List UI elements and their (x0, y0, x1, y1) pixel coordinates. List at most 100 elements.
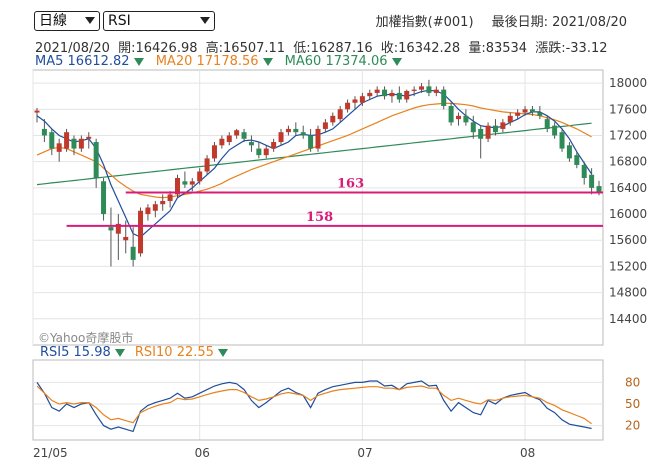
candle (145, 204, 151, 221)
chevron-down-icon (200, 17, 210, 24)
candle (108, 207, 114, 267)
price-tick-label: 15600 (609, 233, 647, 247)
index-name: 加權指數(#001) (375, 15, 474, 30)
rsi-frame (32, 359, 604, 441)
candle (34, 107, 40, 123)
candle (382, 86, 388, 100)
candle (374, 86, 380, 97)
down-triangle-icon (262, 57, 273, 66)
price-tick-label: 17200 (609, 128, 647, 142)
rsi-legend: RSI5 15.98 RSI10 22.55 (40, 345, 234, 360)
rsi-tick-label: 80 (625, 375, 640, 389)
rsi5-line (36, 380, 592, 433)
candle (463, 109, 469, 126)
quote-volume: 量:83534 (468, 41, 528, 56)
date-tick-label: 07 (357, 446, 372, 460)
support-line-label: 163 (337, 176, 364, 191)
candle (226, 132, 232, 146)
ma5-legend: MA5 16612.82 (35, 54, 144, 69)
candle (500, 119, 506, 133)
indicator-select[interactable]: RSI (103, 11, 215, 31)
watermark: ©Yahoo奇摩股市 (38, 330, 133, 345)
candle (396, 86, 402, 103)
candle (49, 128, 55, 156)
candle (566, 142, 572, 162)
ma5-legend-value: 16612.82 (67, 54, 130, 69)
quote-high: 高:16507.11 (205, 41, 286, 56)
candle (404, 89, 410, 103)
price-axis: 14400 14800 15200 15600 16000 16400 16800 17200… (609, 76, 647, 326)
candle (138, 207, 144, 257)
candle (359, 92, 365, 107)
date-tick-label: 21/05 (33, 446, 68, 460)
candle (559, 128, 565, 152)
period-select[interactable]: 日線 (34, 11, 100, 31)
candle (93, 138, 99, 188)
candle (367, 89, 373, 100)
period-select-value: 日線 (39, 13, 67, 29)
quote-open: 開:16426.98 (118, 41, 198, 56)
price-tick-label: 17600 (609, 102, 647, 116)
candle (552, 122, 558, 139)
candle (219, 135, 225, 149)
down-triangle-icon (217, 348, 228, 357)
last-date: 2021/08/20 (552, 15, 627, 30)
candle (78, 135, 84, 152)
support-lines: 163 158 (66, 176, 603, 227)
indicator-select-value: RSI (108, 13, 131, 29)
candle (152, 200, 158, 218)
candle (411, 86, 417, 97)
candle (285, 125, 291, 136)
candle (41, 119, 47, 143)
candle (507, 112, 513, 126)
candle (330, 112, 336, 126)
candle (160, 194, 166, 211)
chevron-down-icon (85, 17, 95, 24)
candle (248, 135, 254, 152)
candle (64, 128, 70, 152)
candle (589, 168, 595, 195)
candle (492, 119, 498, 136)
candle (71, 135, 77, 156)
candle (470, 115, 476, 139)
price-tick-label: 18000 (609, 76, 647, 90)
candle (515, 109, 521, 120)
price-tick-label: 16000 (609, 207, 647, 221)
candle (419, 83, 425, 93)
quote-close: 收:16342.28 (380, 41, 461, 56)
price-tick-label: 16800 (609, 155, 647, 169)
quote-date: 2021/08/20 (35, 41, 110, 56)
price-tick-label: 16400 (609, 181, 647, 195)
rsi10-legend: RSI10 22.55 (135, 345, 228, 360)
candle (456, 112, 461, 126)
down-triangle-icon (114, 348, 125, 357)
candle (485, 122, 491, 143)
rsi10-line (36, 385, 592, 425)
candle (441, 86, 447, 110)
candle (293, 122, 299, 136)
candle (448, 102, 454, 126)
candle (529, 106, 535, 116)
candle (433, 86, 439, 97)
ma60-legend: MA60 17374.06 (285, 54, 402, 69)
candle (308, 128, 314, 152)
ma20-legend-value: 17178.56 (196, 54, 259, 69)
rsi10-legend-value: 22.55 (176, 345, 214, 360)
rsi-grid (32, 359, 604, 441)
candle (86, 132, 92, 149)
candle (189, 178, 195, 192)
candle (182, 171, 188, 188)
ma20-legend: MA20 17178.56 (156, 54, 273, 69)
candle (544, 115, 550, 133)
price-grid (32, 69, 604, 346)
candle (581, 161, 587, 185)
candle (101, 178, 107, 221)
candle (322, 119, 328, 133)
candle (271, 138, 277, 152)
last-date-label: 最後日期: (491, 15, 549, 30)
candle (522, 106, 528, 116)
ma60-legend-value: 17374.06 (325, 54, 388, 69)
ma5-legend-name: MA5 (35, 54, 64, 69)
candle (175, 174, 180, 198)
